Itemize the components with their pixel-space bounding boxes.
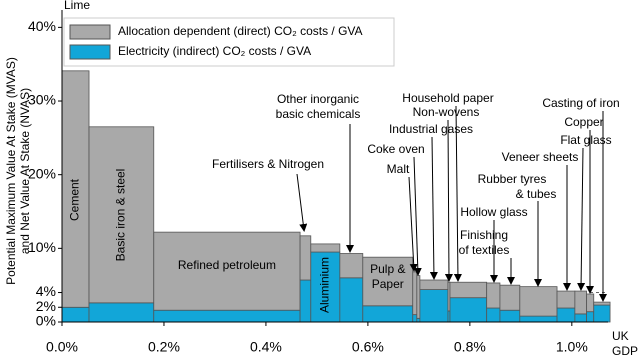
- bar-segment: [310, 243, 341, 253]
- category-label: Malt: [387, 162, 410, 176]
- bar-segment: [556, 290, 576, 309]
- bar-segment: [593, 304, 611, 323]
- bar-segment: [449, 297, 488, 323]
- bar-segment: [586, 311, 595, 323]
- bar-segment: [486, 307, 501, 323]
- bar-segment: [419, 279, 449, 290]
- y-tick-label: 10%: [28, 239, 56, 255]
- legend-label: Allocation dependent (direct) CO₂ costs …: [118, 24, 363, 38]
- category-label: Pulp &: [370, 262, 405, 276]
- bar-segment: [339, 253, 364, 279]
- category-label: Cement: [68, 178, 82, 221]
- category-label: Flat glass: [560, 133, 611, 147]
- legend-label: Electricity (indirect) CO₂ costs / GVA: [118, 44, 311, 58]
- bar-segment: [153, 231, 301, 311]
- bar-segment: [412, 271, 418, 316]
- y-tick-label: 0%: [36, 313, 56, 329]
- bar-segment: [586, 293, 595, 313]
- category-label: Household paper: [402, 91, 493, 105]
- y-tick-label: 4%: [36, 283, 56, 299]
- bar-segment: [499, 309, 521, 323]
- bar-segment: [593, 301, 611, 306]
- category-label: Other inorganic: [277, 92, 359, 106]
- y-tick-label: 30%: [28, 92, 56, 108]
- y-axis-label: Potential Maximum Value At Stake (MVAS): [4, 57, 18, 285]
- legend-box: [63, 17, 395, 67]
- category-label: Casting of iron: [542, 96, 619, 110]
- bar-segment: [362, 256, 414, 307]
- category-label: Basic iron & steel: [114, 169, 128, 262]
- bar-segment: [574, 290, 588, 315]
- bar-segment: [339, 277, 364, 323]
- category-label: Copper: [564, 115, 603, 129]
- bar-segment: [88, 126, 155, 304]
- bar-segment: [419, 289, 449, 323]
- bar-segment: [499, 284, 521, 311]
- bar-segment: [362, 305, 414, 323]
- bar-segment: [556, 307, 576, 323]
- bar-segment: [486, 282, 501, 309]
- bar-segment: [416, 275, 421, 319]
- legend-swatch: [69, 24, 111, 40]
- bar-segment: [299, 235, 312, 281]
- label-arrow: [429, 136, 438, 280]
- end-label: UK: [612, 329, 629, 343]
- bar-segment: [61, 70, 90, 308]
- bar-segment: [519, 286, 558, 317]
- bar-segment: [61, 306, 90, 323]
- label-arrow: [577, 147, 586, 291]
- category-label: Rubber tyres: [478, 172, 547, 186]
- label-arrow: [413, 156, 422, 276]
- x-tick-label: 0.2%: [148, 339, 180, 355]
- x-tick-label: 0.4%: [250, 339, 282, 355]
- category-label: & tubes: [516, 187, 557, 201]
- category-label: of textiles: [459, 243, 510, 257]
- category-label: Non-wovens: [413, 105, 480, 119]
- category-label: basic chemicals: [276, 107, 361, 121]
- bar-segment: [416, 317, 421, 323]
- bar-segment: [153, 309, 301, 323]
- y-axis-label: and Net Value At Stake (NVAS): [18, 88, 32, 254]
- bar-segment: [519, 315, 558, 323]
- category-label: Coke oven: [367, 142, 424, 156]
- x-tick-label: 1.0%: [556, 339, 588, 355]
- bar-segment: [88, 302, 155, 323]
- bar-segment: [574, 313, 588, 323]
- label-arrow: [453, 105, 462, 282]
- category-label: Industrial gases: [389, 122, 473, 136]
- category-label: Veneer sheets: [502, 150, 579, 164]
- y-tick-label: 20%: [28, 165, 56, 181]
- category-label: Fertilisers & Nitrogen: [212, 157, 324, 171]
- category-label: Hollow glass: [460, 205, 527, 219]
- label-arrow: [444, 119, 453, 282]
- bar-segment: [412, 314, 418, 323]
- category-label: Finishing: [460, 228, 508, 242]
- top-label: Lime: [64, 0, 90, 12]
- x-tick-label: 0.0%: [46, 339, 78, 355]
- bar-segment: [299, 279, 312, 323]
- y-tick-label: 2%: [36, 298, 56, 314]
- y-tick-label: 40%: [28, 18, 56, 34]
- category-label: Paper: [372, 277, 404, 291]
- x-tick-label: 0.6%: [352, 339, 384, 355]
- legend-swatch: [69, 44, 111, 60]
- x-tick-label: 0.8%: [454, 339, 486, 355]
- end-label: GDP: [612, 344, 638, 358]
- label-arrow: [296, 173, 308, 232]
- category-label: Aluminium: [317, 257, 331, 313]
- category-label: Refined petroleum: [178, 258, 276, 272]
- bar-segment: [449, 281, 488, 299]
- label-arrow: [408, 176, 418, 272]
